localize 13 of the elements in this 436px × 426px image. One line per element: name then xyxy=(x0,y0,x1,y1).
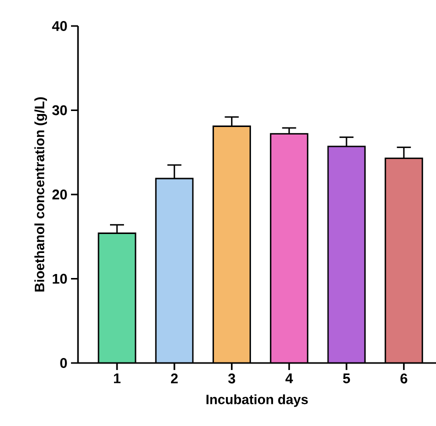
x-tick-label: 6 xyxy=(400,374,408,384)
x-tick-label: 5 xyxy=(343,374,350,384)
x-tick-label: 2 xyxy=(170,374,178,384)
x-tick-label: 3 xyxy=(228,374,236,384)
x-axis-title: Incubation days xyxy=(206,394,308,407)
y-tick-label: 10 xyxy=(52,274,67,284)
x-tick-label: 4 xyxy=(285,374,293,384)
y-axis-title: Bioethanol concentration (g/L) xyxy=(34,97,48,292)
y-tick-label: 40 xyxy=(52,21,67,31)
y-tick-label: 20 xyxy=(52,190,67,200)
x-tick-label: 1 xyxy=(114,374,121,384)
y-tick-label: 30 xyxy=(52,105,67,116)
y-tick-label: 0 xyxy=(60,358,67,368)
